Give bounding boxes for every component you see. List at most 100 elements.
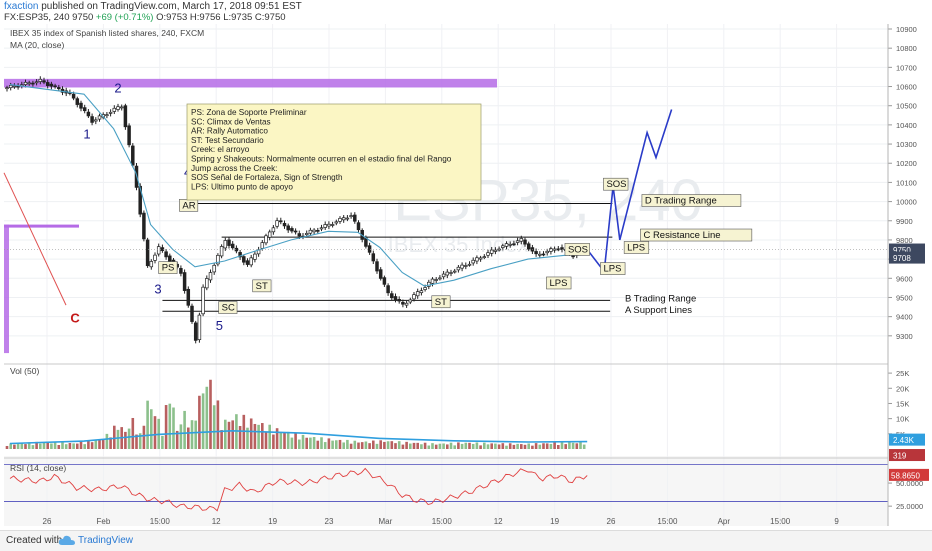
annotation-sos: SOS <box>568 244 588 255</box>
candle-body <box>275 220 279 227</box>
volume-bar <box>379 440 382 449</box>
volume-bar <box>187 427 190 449</box>
wyckoff-note-line: ST: Test Secundario <box>191 136 264 145</box>
rsi-axis-label: 50.0000 <box>896 479 923 488</box>
candle-body <box>57 87 61 90</box>
candle-body <box>34 81 39 84</box>
volume-bar <box>386 441 390 449</box>
candle-body <box>94 119 98 122</box>
volume-bar <box>142 425 146 449</box>
volume-bar <box>375 443 379 449</box>
volume-bar <box>353 440 357 449</box>
candle-body <box>105 114 109 117</box>
rsi-line <box>9 467 588 512</box>
candle-body <box>271 227 276 233</box>
candle-body <box>249 257 253 266</box>
candle-body <box>308 229 313 234</box>
volume-bar <box>183 410 186 449</box>
annotation-c-resistance-line-box <box>640 228 753 242</box>
annotation-sc-box <box>218 301 238 314</box>
vol-axis-label: 10K <box>896 415 909 424</box>
time-axis-label: Apr <box>718 517 731 526</box>
annotation-c-resistance-line: C Resistance Line <box>643 230 720 241</box>
candle-body <box>23 81 28 85</box>
candle-body <box>245 260 250 265</box>
time-axis-label: 19 <box>550 517 559 526</box>
volume-bar <box>409 443 412 449</box>
annotation-lps: LPS <box>627 242 645 253</box>
volume-bar <box>39 443 42 449</box>
volume-bar <box>150 409 153 449</box>
volume-bar <box>342 442 345 449</box>
wave-label-c: C <box>70 310 80 325</box>
volume-bar <box>527 443 530 449</box>
volume-bar <box>320 437 323 449</box>
volume-bar <box>205 386 209 449</box>
volume-bar <box>94 439 98 449</box>
volume-bar <box>231 420 234 449</box>
volume-bar <box>568 442 571 449</box>
volume-bar <box>560 442 564 449</box>
volume-bar <box>35 441 38 449</box>
wyckoff-notes-box <box>186 103 482 201</box>
candle-body <box>182 272 187 291</box>
candle-body <box>297 233 302 237</box>
volume-bar <box>516 443 519 449</box>
volume-bar <box>346 439 349 449</box>
candle-body <box>75 98 80 105</box>
volume-bar <box>76 443 79 449</box>
wave-label-3: 3 <box>154 282 161 297</box>
volume-bar <box>68 443 72 449</box>
candle-body <box>404 302 409 306</box>
candle-body <box>312 229 316 233</box>
zone-marker-side <box>4 224 9 354</box>
volume-bar <box>57 445 61 449</box>
candle-body <box>27 82 31 85</box>
price-axis-label: 10300 <box>896 140 917 149</box>
volume-bar <box>209 379 212 449</box>
candle-body <box>238 252 242 258</box>
annotation-b-trading-range: B Trading Range <box>625 293 696 304</box>
legend-title: IBEX 35 index of Spanish listed shares, … <box>10 28 204 38</box>
candle-body <box>375 261 379 272</box>
annotation-a-support-lines: A Support Lines <box>625 305 692 316</box>
volume-bar <box>268 424 271 449</box>
annotation-d-trading-range-box <box>641 194 742 207</box>
candle-body <box>393 296 398 301</box>
volume-bar <box>72 443 75 449</box>
candle-body <box>5 87 9 90</box>
candle-body <box>493 249 498 252</box>
time-axis-label: 23 <box>325 517 334 526</box>
price-axis-label: 9300 <box>896 332 913 341</box>
tradingview-brand[interactable]: TradingView <box>78 535 134 546</box>
ohlc-values: O:9753 H:9756 L:9735 C:9750 <box>156 12 286 23</box>
candle-body <box>42 80 46 83</box>
footer: Created with TradingView <box>0 530 932 551</box>
volume-bar <box>246 427 249 449</box>
candle-body <box>415 291 420 297</box>
volume-bar <box>305 437 308 449</box>
price-chart[interactable]: 10900 10800 10700 10600 10500 10400 10300 10200… <box>0 24 932 530</box>
vol-axis-label: 25K <box>896 369 909 378</box>
symbol-line: FX:ESP35, 240 9750 +69 (+0.71%) O:9753 H… <box>4 12 286 23</box>
candle-body <box>260 242 265 249</box>
candle-body <box>279 220 283 223</box>
volume-bar <box>87 440 90 449</box>
volume-bar <box>557 445 560 449</box>
price-badge: 9750 <box>893 246 911 255</box>
published-text: published on TradingView.com, March 17, … <box>41 1 302 12</box>
candle-body <box>253 253 257 260</box>
volume-bar <box>105 433 109 449</box>
candle-body <box>8 85 13 89</box>
annotation-st-box <box>252 279 272 293</box>
annotation-lps-box <box>546 276 572 290</box>
volume-bar <box>327 438 331 449</box>
candle-body <box>201 286 205 315</box>
candle-body <box>293 230 298 233</box>
volume-bar <box>46 442 49 449</box>
volume-bar <box>331 440 334 449</box>
candle-body <box>541 253 546 256</box>
candle-body <box>434 279 438 281</box>
author-name[interactable]: fxaction <box>4 1 39 12</box>
volume-bar <box>31 445 35 449</box>
